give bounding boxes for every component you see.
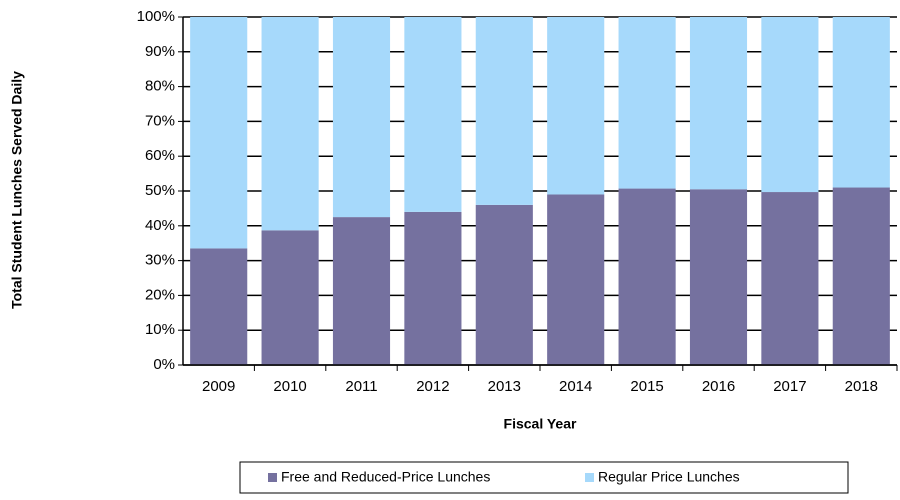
bar-segment — [332, 17, 391, 218]
y-tick-label: 40% — [145, 217, 175, 234]
legend-swatch — [268, 473, 277, 482]
y-tick-label: 70% — [145, 112, 175, 129]
bar-segment — [761, 192, 819, 365]
bar-segment — [404, 211, 462, 365]
x-tick-label: 2013 — [488, 378, 521, 395]
y-tick-label: 10% — [145, 321, 175, 338]
x-tick-label: 2012 — [416, 378, 449, 395]
bar-segment — [261, 17, 319, 231]
bar-segment — [261, 230, 319, 365]
y-tick-label: 80% — [145, 78, 175, 95]
x-tick-label: 2017 — [773, 378, 806, 395]
x-tick-label: 2016 — [702, 378, 735, 395]
bar-segment — [761, 17, 819, 193]
bar-segment — [618, 188, 676, 365]
bar-segment — [689, 17, 748, 190]
y-axis-label: Total Student Lunches Served Daily — [9, 71, 25, 309]
x-tick-label: 2014 — [559, 378, 592, 395]
bar-segment — [832, 187, 890, 365]
y-tick-label: 90% — [145, 43, 175, 60]
bar-segment — [689, 189, 748, 365]
bar-segment — [190, 248, 248, 365]
bar-segment — [404, 17, 462, 212]
y-tick-label: 60% — [145, 147, 175, 164]
legend-swatch — [585, 473, 594, 482]
x-tick-label: 2011 — [345, 378, 377, 395]
y-tick-label: 100% — [137, 8, 175, 25]
bar-segment — [547, 194, 605, 365]
legend-label: Regular Price Lunches — [598, 469, 740, 485]
x-tick-label: 2009 — [202, 378, 235, 395]
bar-segment — [618, 17, 676, 189]
bar-segment — [832, 17, 890, 188]
y-tick-label: 20% — [145, 286, 175, 303]
y-tick-label: 30% — [145, 252, 175, 269]
bar-segment — [332, 217, 391, 365]
bar-segment — [475, 204, 533, 365]
bar-segment — [547, 17, 605, 195]
bar-segment — [190, 17, 248, 249]
y-tick-label: 50% — [145, 182, 175, 199]
x-tick-label: 2018 — [845, 378, 878, 395]
y-tick-label: 0% — [153, 356, 175, 373]
bar-segment — [475, 17, 533, 205]
legend-box — [239, 461, 849, 494]
x-tick-label: 2010 — [273, 378, 306, 395]
legend-label: Free and Reduced-Price Lunches — [281, 469, 490, 485]
x-axis-label: Fiscal Year — [504, 416, 577, 432]
x-tick-label: 2015 — [630, 378, 663, 395]
